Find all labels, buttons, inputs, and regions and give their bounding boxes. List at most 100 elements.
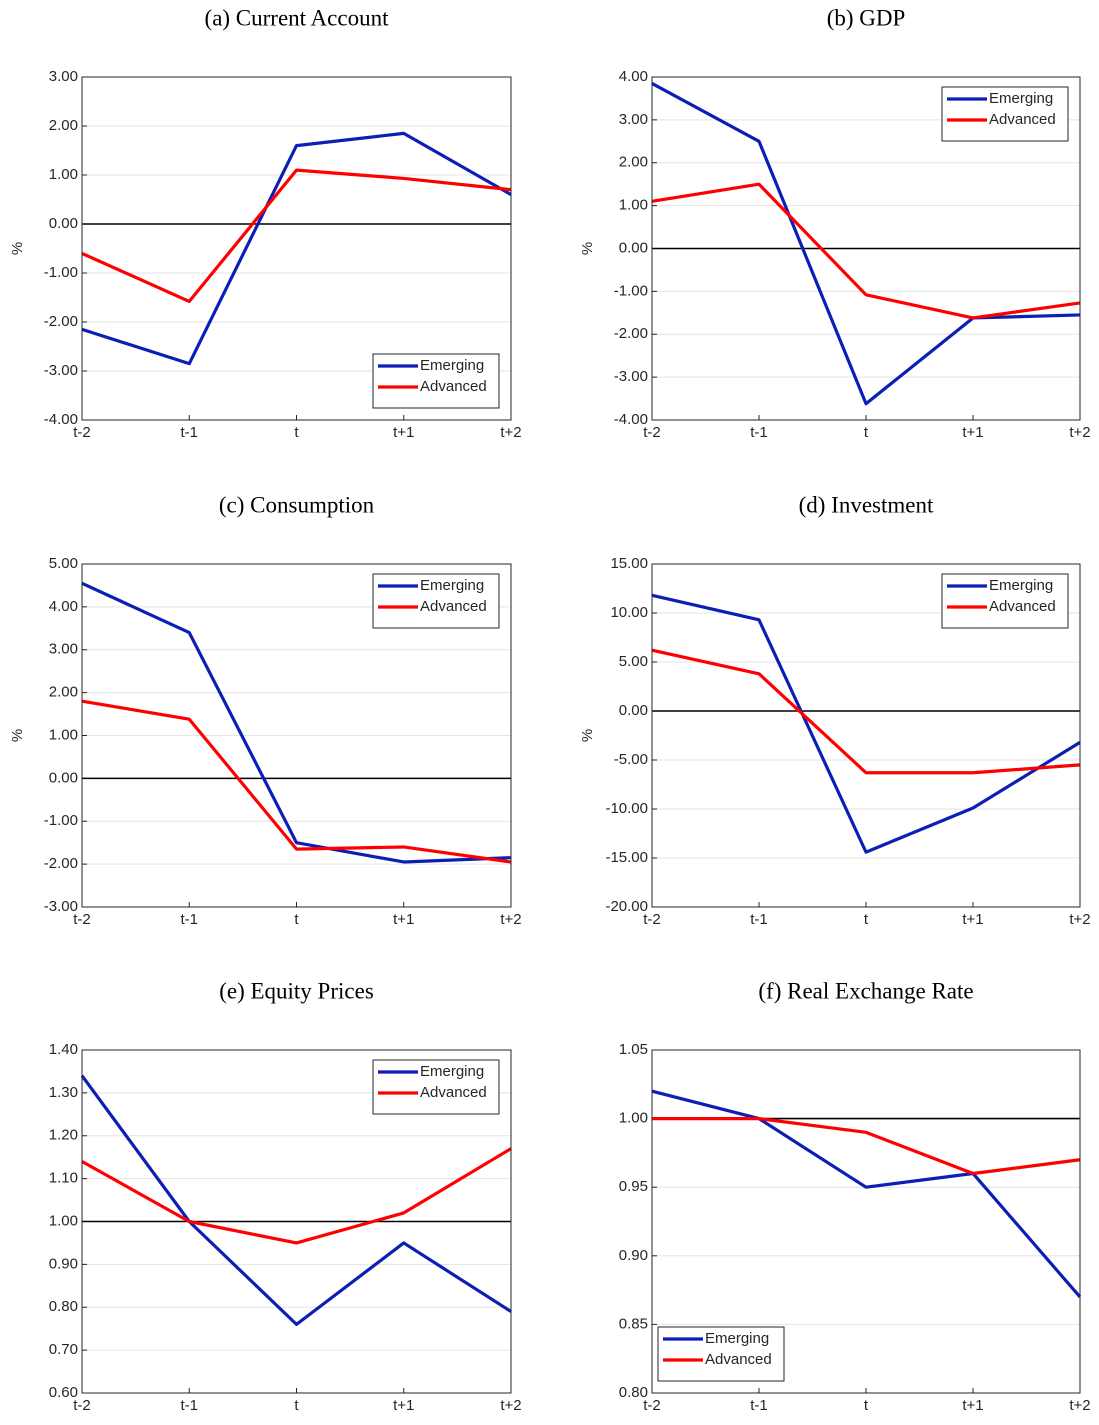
x-tick-label: t	[864, 1397, 869, 1414]
legend: Emerging Advanced	[941, 86, 1069, 142]
x-tick-label: t-2	[643, 424, 661, 441]
series-line	[81, 131, 512, 366]
y-tick-label: 0.80	[619, 1384, 648, 1401]
y-tick-label: 3.00	[49, 641, 78, 658]
y-tick-label: 0.90	[49, 1255, 78, 1272]
x-tick-label: t-1	[180, 911, 198, 928]
y-tick-label: 0.00	[49, 215, 78, 232]
x-tick-label: t	[864, 424, 869, 441]
y-tick-label: 10.00	[610, 604, 648, 621]
axes-box	[651, 563, 1081, 908]
legend-label: Emerging	[420, 357, 484, 374]
legend-box	[372, 353, 500, 409]
series-line	[651, 648, 1081, 775]
y-tick-label: 3.00	[619, 111, 648, 128]
y-axis-label: %	[9, 729, 26, 742]
axes-box	[651, 1049, 1081, 1394]
panel-title: (c) Consumption	[219, 492, 375, 517]
x-tick-label: t-1	[750, 1397, 768, 1414]
y-tick-label: 1.00	[49, 166, 78, 183]
x-tick-label: t-2	[73, 424, 91, 441]
legend-label: Emerging	[989, 90, 1053, 107]
y-tick-label: 0.00	[619, 702, 648, 719]
legend-label: Advanced	[420, 378, 487, 395]
panel-title: (b) GDP	[827, 5, 906, 30]
legend-box	[372, 1059, 500, 1115]
panel-title: (a) Current Account	[205, 5, 390, 30]
y-tick-label: 0.85	[619, 1315, 648, 1332]
y-tick-label: 1.30	[49, 1084, 78, 1101]
y-axis-label: %	[579, 729, 596, 742]
y-tick-label: -2.00	[614, 325, 648, 342]
legend-label: Advanced	[420, 598, 487, 615]
x-tick-label: t+1	[962, 424, 983, 441]
panel: (c) Consumption% -3.00 -2.00 -1.00 0.00 1.00 2…	[9, 492, 522, 928]
y-tick-label: 1.05	[619, 1041, 648, 1058]
series-line	[651, 593, 1081, 854]
y-tick-label: 1.00	[619, 197, 648, 214]
y-tick-label: 0.00	[619, 239, 648, 256]
y-tick-label: 0.70	[49, 1341, 78, 1358]
y-tick-label: 0.95	[619, 1178, 648, 1195]
series-line	[651, 82, 1081, 406]
x-tick-label: t-2	[73, 911, 91, 928]
x-tick-label: t+2	[500, 424, 521, 441]
x-tick-label: t+2	[1069, 911, 1090, 928]
y-tick-label: 5.00	[619, 653, 648, 670]
panel-title: (f) Real Exchange Rate	[758, 978, 973, 1003]
legend-label: Advanced	[989, 598, 1056, 615]
y-tick-label: -10.00	[605, 800, 648, 817]
axes-box	[81, 1049, 512, 1394]
legend-label: Advanced	[420, 1084, 487, 1101]
y-tick-label: -1.00	[44, 812, 78, 829]
y-tick-label: 4.00	[619, 68, 648, 85]
x-tick-label: t-2	[643, 911, 661, 928]
axes-box	[81, 76, 512, 421]
legend-label: Advanced	[989, 111, 1056, 128]
x-tick-label: t+1	[962, 1397, 983, 1414]
legend-label: Emerging	[420, 577, 484, 594]
axes-box	[651, 76, 1081, 421]
x-tick-label: t-1	[750, 424, 768, 441]
x-tick-label: t+1	[393, 424, 414, 441]
x-tick-label: t	[294, 911, 299, 928]
y-tick-label: -15.00	[605, 849, 648, 866]
y-tick-label: 5.00	[49, 555, 78, 572]
legend-label: Emerging	[705, 1330, 769, 1347]
legend-label: Advanced	[705, 1351, 772, 1368]
panel: (e) Equity Prices 0.60 0.70 0.80 0.90 1.00 1.1…	[49, 978, 522, 1414]
y-tick-label: -3.00	[614, 368, 648, 385]
legend-label: Emerging	[420, 1063, 484, 1080]
x-tick-label: t+2	[500, 1397, 521, 1414]
y-tick-label: 2.00	[619, 154, 648, 171]
x-tick-label: t	[294, 424, 299, 441]
series-line	[80, 1074, 512, 1326]
x-tick-label: t+2	[1069, 1397, 1090, 1414]
panel: (a) Current Account% -4.00 -3.00 -2.00 -1.00…	[9, 5, 522, 441]
panel-title: (e) Equity Prices	[219, 978, 374, 1003]
panel-title: (d) Investment	[799, 492, 934, 517]
x-tick-label: t-1	[750, 911, 768, 928]
x-tick-label: t	[864, 911, 869, 928]
axes-box	[81, 563, 512, 908]
legend-box	[941, 86, 1069, 142]
y-tick-label: -3.00	[44, 898, 78, 915]
y-tick-label: -2.00	[44, 855, 78, 872]
y-tick-label: -1.00	[614, 282, 648, 299]
series-line	[652, 1117, 1081, 1176]
x-tick-label: t+1	[393, 1397, 414, 1414]
series-line	[81, 699, 512, 864]
y-tick-label: -2.00	[44, 313, 78, 330]
legend-box	[657, 1326, 785, 1382]
y-tick-label: -20.00	[605, 898, 648, 915]
x-tick-label: t+2	[500, 911, 521, 928]
y-tick-label: 1.20	[49, 1127, 78, 1144]
series-line	[81, 581, 512, 864]
y-tick-label: 1.10	[49, 1170, 78, 1187]
y-axis-label: %	[9, 242, 26, 255]
panel: (d) Investment% -20.00 -15.00 -10.00 -5.00 0.…	[579, 492, 1091, 928]
y-tick-label: -4.00	[614, 411, 648, 428]
y-tick-label: 0.90	[619, 1247, 648, 1264]
legend: Emerging Advanced	[372, 573, 500, 629]
legend: Emerging Advanced	[372, 353, 500, 409]
